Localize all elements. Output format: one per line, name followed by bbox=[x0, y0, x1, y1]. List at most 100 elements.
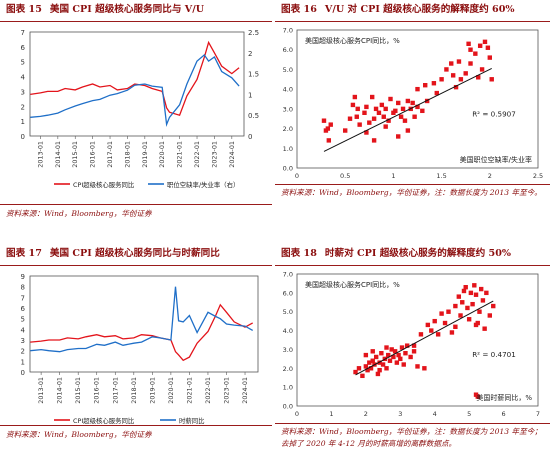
x-tick-label: 2017-01 bbox=[111, 377, 119, 404]
scatter-point bbox=[393, 108, 398, 114]
y-tick-label: 8 bbox=[21, 284, 25, 292]
x-tick-label: 2024-01 bbox=[228, 141, 236, 168]
y-tick-label: 2 bbox=[21, 103, 25, 111]
scatter-point bbox=[480, 298, 486, 303]
scatter-point bbox=[472, 283, 477, 288]
scatter-point bbox=[396, 134, 401, 139]
scatter-point bbox=[384, 345, 389, 350]
scatter-point bbox=[371, 138, 377, 143]
x-tick-label: 2016-01 bbox=[89, 141, 97, 168]
scatter-point bbox=[384, 366, 389, 371]
y-tick-label: 3.0 bbox=[283, 105, 293, 113]
y-tick-label: 7.0 bbox=[283, 27, 293, 35]
x-tick-label: 2 bbox=[364, 410, 368, 418]
y-tick-label: 4 bbox=[21, 326, 26, 334]
title-rule bbox=[0, 265, 272, 267]
scatter-point bbox=[439, 77, 444, 82]
scatter-point bbox=[326, 138, 332, 143]
scatter-point bbox=[460, 300, 465, 305]
scatter-point bbox=[373, 354, 379, 360]
chart-18: 0.0 1.0 2.0 3.0 4.0 5.0 6.0 7.0 0 1 2 3 4 5 6 7 美国超级核心服务… bbox=[283, 271, 540, 419]
y-tick-label: 4.0 bbox=[283, 86, 293, 94]
scatter-point bbox=[364, 130, 369, 135]
x-axis-label: 美国职位空缺率/失业率 bbox=[460, 155, 532, 164]
scatter-point bbox=[383, 124, 388, 129]
legend-label: CPI超级核心服务同比 bbox=[73, 416, 135, 424]
plot-frame bbox=[29, 31, 245, 137]
y-tick-label: 3 bbox=[21, 88, 25, 96]
panel-title: 图表 18 时薪对 CPI 超级核心服务的解释度约 50% bbox=[281, 248, 512, 259]
scatter-point bbox=[478, 286, 484, 292]
scatter-point bbox=[343, 128, 348, 133]
scatter-point bbox=[429, 328, 434, 333]
scatter-point bbox=[400, 106, 406, 112]
y-tick-label: 3 bbox=[21, 337, 25, 345]
scatter-point bbox=[367, 360, 372, 365]
x-tick-label: 1 bbox=[329, 410, 333, 418]
scatter-point bbox=[370, 349, 375, 354]
y2-tick-label: 1 bbox=[248, 91, 252, 99]
y-axis-label: 美国超级核心服务CPI同比，% bbox=[305, 36, 400, 45]
scatter-point bbox=[410, 100, 415, 106]
scatter-point bbox=[389, 347, 394, 352]
scatter-point bbox=[401, 362, 406, 367]
scatter-point bbox=[405, 98, 411, 104]
scatter-point bbox=[473, 51, 478, 56]
bottom-rule bbox=[0, 204, 272, 206]
scatter-point bbox=[396, 100, 401, 106]
y-tick-label: 5.0 bbox=[283, 66, 293, 74]
x-axis-label: 美国时薪同比，% bbox=[476, 393, 532, 402]
x-tick-label: 2015-01 bbox=[71, 141, 79, 168]
scatter-point bbox=[456, 59, 462, 64]
scatter-point bbox=[377, 360, 382, 365]
x-tick-label: 2023-01 bbox=[210, 141, 218, 168]
scatter-point bbox=[442, 320, 448, 326]
panel-16: 图表 16 V/U 对 CPI 超级核心服务的解释度约 60% 0.0 1.0 2.0… bbox=[275, 0, 550, 230]
scatter-point bbox=[482, 326, 487, 331]
x-tick-label: 2021-01 bbox=[176, 141, 184, 168]
y2-tick-label: 1.5 bbox=[248, 71, 259, 79]
chart-15: 0 1 2 3 4 5 6 7 0 0.5 1 1.5 2 2.5 2013-01 2014-01 2015-0… bbox=[21, 29, 260, 189]
y2-tick-label: 0.5 bbox=[248, 112, 259, 120]
scatter-point bbox=[487, 313, 492, 318]
scatter-point bbox=[479, 67, 485, 72]
scatter-point bbox=[453, 303, 458, 309]
scatter-point bbox=[473, 292, 479, 297]
plot-frame bbox=[296, 273, 539, 407]
y-tick-label: 5 bbox=[21, 59, 25, 67]
x-tick-label: 2.5 bbox=[533, 172, 543, 180]
scatter-point bbox=[418, 332, 424, 337]
scatter-point bbox=[377, 367, 382, 373]
scatter-point bbox=[466, 41, 471, 46]
y-tick-label: 5.0 bbox=[283, 308, 293, 316]
x-tick-label: 2014-01 bbox=[56, 377, 64, 404]
y-tick-label: 1 bbox=[21, 358, 25, 366]
x-tick-label: 2 bbox=[488, 172, 492, 180]
scatter-point bbox=[396, 352, 401, 358]
scatter-point bbox=[405, 128, 411, 133]
panel-title: 图表 16 V/U 对 CPI 超级核心服务的解释度约 60% bbox=[281, 4, 515, 15]
y-axis-label: 美国超级核心服务CPI同比，% bbox=[305, 280, 400, 289]
panel-17: 图表 17 美国 CPI 超级核心服务同比与时薪同比 0 1 2 3 4 5 6 7 8 9 2013… bbox=[0, 244, 272, 460]
y-tick-label: 1.0 bbox=[283, 384, 293, 392]
scatter-point bbox=[391, 354, 396, 360]
legend-label: 职位空缺率/失业率（右） bbox=[167, 180, 239, 189]
x-tick-label: 1 bbox=[391, 172, 395, 180]
scatter-point bbox=[328, 122, 333, 127]
y2-tick-label: 2.5 bbox=[248, 29, 259, 37]
scatter-point bbox=[434, 90, 439, 96]
y-tick-label: 6 bbox=[21, 44, 26, 52]
scatter-point bbox=[482, 39, 488, 45]
y-tick-label: 7 bbox=[21, 294, 25, 302]
title-rule bbox=[275, 21, 550, 23]
scatter-point bbox=[439, 311, 444, 316]
scatter-point bbox=[487, 55, 492, 60]
x-tick-label: 0 bbox=[295, 172, 299, 180]
scatter-point bbox=[473, 322, 479, 328]
x-tick-label: 2014-01 bbox=[54, 141, 62, 168]
scatter-point bbox=[386, 352, 391, 358]
panel-18: 图表 18 时薪对 CPI 超级核心服务的解释度约 50% 0.0 1.0 2.0 3.… bbox=[275, 244, 550, 460]
series-line bbox=[30, 40, 240, 116]
source-note: 资料来源：Wind，Bloomberg，华创证券，注：数据长度为 2013 年至… bbox=[281, 188, 542, 197]
y2-tick-label: 2 bbox=[248, 50, 252, 58]
